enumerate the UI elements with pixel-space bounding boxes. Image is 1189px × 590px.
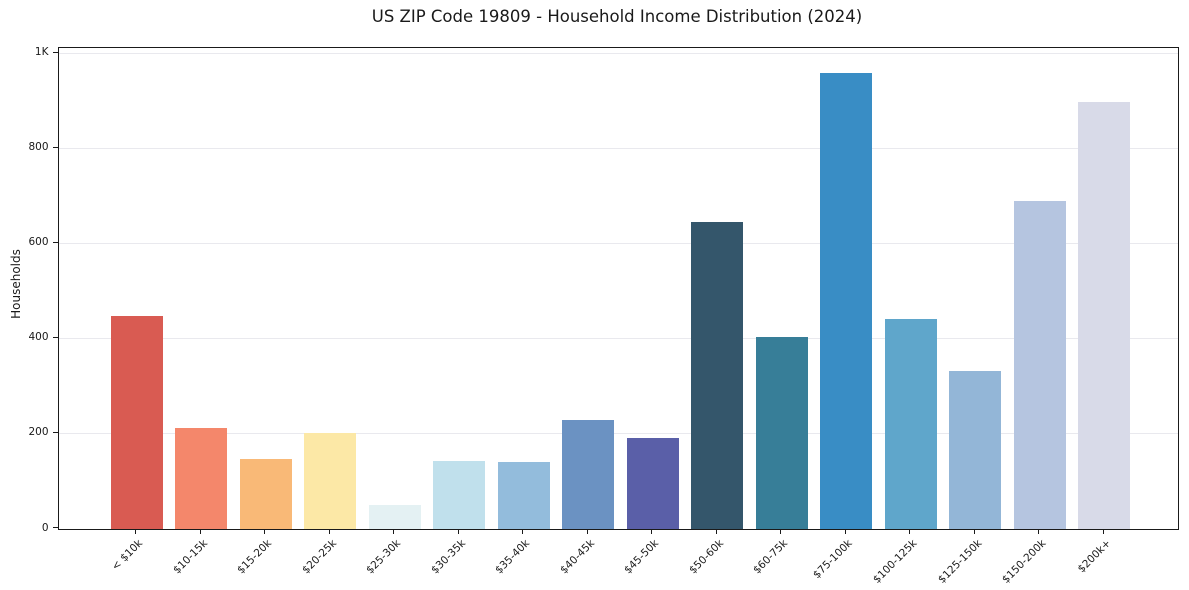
bar-10k — [110, 316, 163, 529]
bar-25-30k — [368, 504, 421, 529]
y-tick-1k — [52, 51, 58, 53]
x-tick-45-50k — [651, 528, 653, 534]
bar-30-35k — [433, 461, 486, 529]
plot-area — [57, 46, 1179, 530]
x-tick-40-45k — [586, 528, 588, 534]
y-tick-label-200: 200 — [28, 426, 49, 439]
bar-200k — [1078, 102, 1131, 529]
bar-125-150k — [949, 371, 1002, 529]
x-tick-75-100k — [844, 528, 846, 534]
x-tick-label-45-50k: $45-50k — [622, 536, 662, 576]
y-tick-label-400: 400 — [28, 331, 49, 344]
x-tick-100-125k — [909, 528, 911, 534]
x-tick-10-15k — [199, 528, 201, 534]
bar-35-40k — [497, 462, 550, 529]
bar-40-45k — [562, 419, 615, 529]
bar-50-60k — [691, 221, 744, 529]
bar-75-100k — [820, 73, 873, 529]
x-tick-150-200k — [1038, 528, 1040, 534]
x-tick-125-150k — [973, 528, 975, 534]
x-tick-label-15-20k: $15-20k — [235, 536, 275, 576]
y-tick-label-800: 800 — [28, 141, 49, 154]
y-tick-400 — [52, 336, 58, 339]
x-tick-label-100-125k: $100-125k — [870, 536, 920, 586]
x-tick-50-60k — [715, 528, 717, 534]
x-tick-10k — [135, 528, 137, 534]
y-tick-label-0: 0 — [41, 521, 49, 534]
y-axis-label: Households — [9, 249, 23, 319]
x-tick-15-20k — [264, 528, 266, 534]
bar-10-15k — [175, 427, 228, 529]
x-tick-label-150-200k: $150-200k — [999, 536, 1049, 586]
bar-60-75k — [755, 337, 808, 529]
gridline-600 — [58, 242, 1178, 245]
x-tick-label-10k: < $10k — [109, 536, 146, 573]
x-tick-60-75k — [780, 528, 782, 534]
bar-20-25k — [304, 432, 357, 529]
y-tick-200 — [52, 431, 58, 434]
gridline-800 — [58, 147, 1178, 149]
x-tick-35-40k — [522, 528, 524, 534]
gridline-1k — [58, 52, 1178, 54]
x-tick-label-200k: $200k+ — [1075, 536, 1113, 575]
y-tick-label-1k: 1K — [34, 46, 49, 59]
y-tick-800 — [52, 146, 58, 148]
x-tick-30-35k — [457, 528, 459, 534]
bar-45-50k — [626, 438, 679, 529]
bar-100-125k — [884, 319, 937, 529]
y-tick-0 — [52, 526, 58, 529]
x-tick-25-30k — [393, 528, 395, 534]
y-tick-label-600: 600 — [28, 236, 49, 249]
gridline-200 — [58, 432, 1178, 435]
x-tick-label-125-150k: $125-150k — [935, 536, 984, 586]
x-tick-label-50-60k: $50-60k — [686, 536, 726, 576]
x-tick-label-10-15k: $10-15k — [170, 536, 210, 576]
x-tick-label-75-100k: $75-100k — [811, 536, 855, 581]
gridline-400 — [58, 337, 1178, 340]
y-tick-600 — [52, 241, 58, 243]
x-tick-label-30-35k: $30-35k — [428, 536, 468, 576]
x-tick-label-25-30k: $25-30k — [364, 536, 404, 576]
x-tick-200k — [1102, 528, 1104, 534]
bar-15-20k — [239, 459, 292, 529]
x-tick-label-35-40k: $35-40k — [493, 536, 533, 576]
x-tick-20-25k — [328, 528, 330, 534]
bar-150-200k — [1013, 200, 1066, 529]
chart-title: US ZIP Code 19809 - Household Income Dis… — [371, 7, 863, 26]
x-tick-label-20-25k: $20-25k — [299, 536, 339, 576]
x-tick-label-60-75k: $60-75k — [751, 536, 791, 576]
x-tick-label-40-45k: $40-45k — [557, 536, 597, 576]
